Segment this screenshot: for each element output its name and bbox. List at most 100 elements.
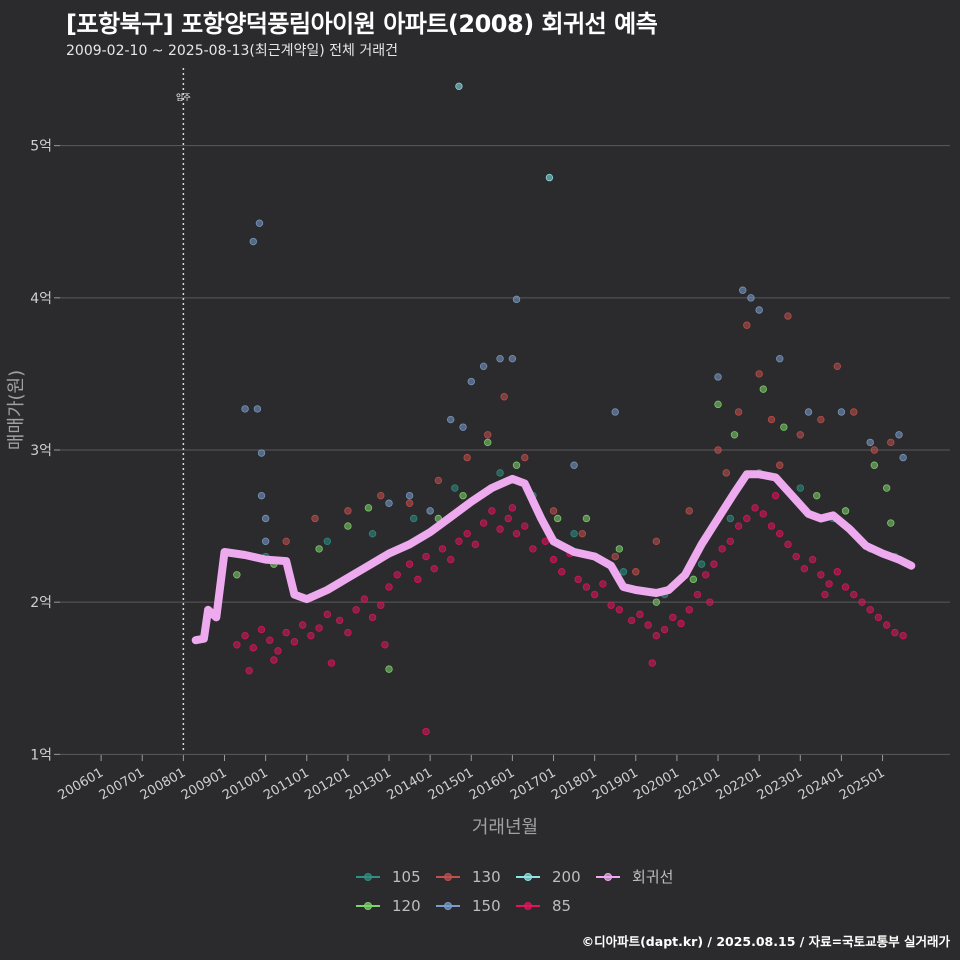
- x-tick-label: 202301: [755, 765, 805, 803]
- scatter-point-85: [726, 537, 735, 546]
- scatter-point-130: [611, 552, 619, 561]
- scatter-point-85: [521, 522, 529, 530]
- scatter-point-85: [414, 575, 422, 584]
- grid-lines: [60, 145, 950, 755]
- scatter-point-85: [874, 613, 883, 622]
- scatter-point-85: [381, 641, 389, 649]
- x-tick-label: 202501: [837, 765, 887, 803]
- scatter-point-150: [257, 449, 266, 457]
- scatter-point-105: [726, 514, 735, 523]
- legend-swatch-dot: [364, 902, 372, 910]
- scatter-point-105: [697, 560, 706, 568]
- scatter-point-85: [393, 571, 401, 579]
- scatter-point-85: [771, 491, 780, 500]
- scatter-point-85: [706, 598, 714, 606]
- scatter-point-130: [405, 499, 414, 507]
- scatter-point-85: [599, 580, 607, 588]
- scatter-point-150: [467, 377, 475, 386]
- scatter-point-85: [759, 510, 767, 518]
- x-tick-label: 200801: [138, 765, 188, 803]
- scatter-point-85: [447, 555, 455, 564]
- scatter-point-120: [512, 461, 521, 469]
- scatter-point-85: [648, 659, 656, 667]
- scatter-point-85: [455, 537, 463, 546]
- scatter-point-130: [578, 529, 587, 538]
- scatter-point-150: [261, 537, 270, 546]
- scatter-point-130: [463, 453, 471, 462]
- scatter-point-150: [447, 415, 455, 424]
- chart-subtitle: 2009-02-10 ~ 2025-08-13(최근계약일) 전체 거래건: [66, 43, 398, 59]
- y-tick-label: 5억: [30, 139, 52, 155]
- scatter-point-120: [882, 484, 891, 492]
- scatter-point-85: [751, 504, 759, 512]
- scatter-point-150: [255, 219, 264, 227]
- scatter-point-120: [730, 431, 739, 439]
- scatter-point-130: [850, 408, 858, 416]
- scatter-point-150: [479, 362, 488, 371]
- scatter-point-200: [455, 82, 463, 91]
- scatter-point-85: [767, 522, 776, 530]
- scatter-point-150: [837, 408, 846, 416]
- scatter-point-85: [644, 621, 652, 629]
- x-axis-ticks: 2006012007012008012009012010012011012012…: [56, 755, 888, 803]
- x-tick-label: 201701: [508, 765, 558, 803]
- x-tick-label: 201501: [426, 765, 476, 803]
- footer-credit: ©디아파트(dapt.kr) / 2025.08.15 / 자료=국토교통부 실…: [581, 934, 950, 949]
- scatter-point-200: [545, 173, 554, 182]
- legend-label: 120: [392, 897, 421, 915]
- scatter-point-85: [352, 606, 360, 614]
- scatter-point-85: [636, 610, 644, 619]
- scatter-point-85: [541, 537, 550, 546]
- scatter-point-130: [549, 507, 558, 515]
- scatter-point-85: [282, 628, 290, 637]
- scatter-point-85: [743, 514, 751, 523]
- scatter-point-85: [360, 595, 369, 603]
- scatter-point-120: [813, 491, 821, 500]
- scatter-point-120: [652, 598, 661, 606]
- scatter-point-150: [512, 295, 521, 304]
- legend-label: 105: [392, 868, 421, 886]
- x-tick-label: 202101: [673, 765, 723, 803]
- scatter-point-85: [266, 636, 274, 644]
- scatter-point-120: [233, 571, 241, 579]
- scatter-point-120: [484, 438, 492, 447]
- scatter-point-85: [274, 647, 282, 655]
- x-tick-label: 201601: [467, 765, 517, 803]
- scatter-point-85: [405, 560, 414, 568]
- scatter-point-150: [508, 354, 517, 363]
- scatter-point-150: [426, 507, 434, 515]
- scatter-point-85: [821, 590, 829, 599]
- legend-swatch-dot: [524, 873, 532, 881]
- scatter-point-120: [841, 507, 850, 515]
- x-tick-label: 200701: [97, 765, 147, 803]
- scatter-point-150: [747, 294, 755, 302]
- x-tick-label: 200601: [56, 765, 106, 803]
- y-tick-label: 4억: [30, 291, 52, 307]
- scatter-point-85: [718, 545, 726, 553]
- scatter-point-85: [385, 583, 393, 591]
- scatter-point-150: [241, 405, 249, 413]
- scatter-point-85: [817, 571, 825, 579]
- scatter-point-105: [368, 529, 377, 538]
- scatter-point-120: [385, 665, 393, 673]
- scatter-point-130: [743, 321, 751, 329]
- scatter-point-85: [471, 540, 480, 549]
- scatter-point-130: [887, 438, 895, 447]
- legend-label: 150: [472, 897, 501, 915]
- scatter-point-85: [298, 621, 307, 629]
- scatter-point-130: [652, 537, 661, 546]
- scatter-point-85: [710, 560, 718, 568]
- scatter-point-85: [315, 624, 323, 632]
- scatter-point-85: [307, 631, 315, 640]
- scatter-point-85: [241, 631, 249, 640]
- scatter-point-85: [792, 552, 800, 561]
- scatter-point-105: [570, 529, 578, 538]
- scatter-point-85: [582, 583, 591, 591]
- scatter-point-150: [253, 405, 262, 413]
- scatter-point-150: [249, 237, 257, 246]
- y-tick-label: 1억: [30, 747, 52, 763]
- scatter-point-85: [808, 555, 817, 564]
- scatter-point-120: [459, 491, 467, 500]
- scatter-point-85: [270, 656, 278, 664]
- scatter-point-105: [796, 484, 804, 492]
